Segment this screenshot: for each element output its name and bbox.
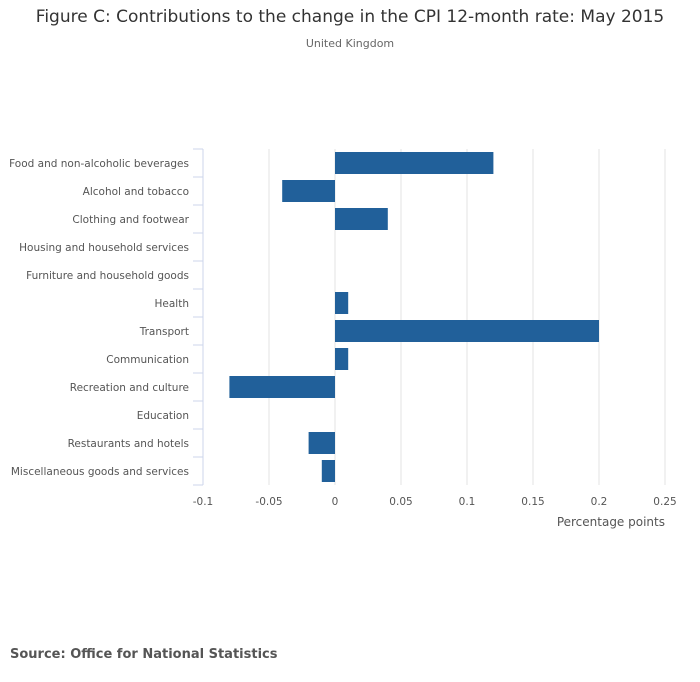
- category-label: Alcohol and tobacco: [83, 186, 189, 198]
- bar: [229, 376, 335, 398]
- chart-subtitle: United Kingdom: [305, 37, 395, 50]
- bar: [335, 152, 494, 174]
- bar: [335, 348, 349, 370]
- bar: [321, 460, 335, 482]
- bar: [282, 180, 335, 202]
- category-label: Food and non-alcoholic beverages: [9, 158, 189, 170]
- category-label: Clothing and footwear: [72, 214, 189, 226]
- source-note: Source: Office for National Statistics: [10, 647, 278, 662]
- bar: [335, 320, 599, 342]
- bar: [335, 292, 349, 314]
- bar: [335, 208, 388, 230]
- category-label: Miscellaneous goods and services: [11, 466, 189, 478]
- category-label: Housing and household services: [19, 242, 189, 254]
- category-label: Communication: [106, 354, 189, 366]
- x-tick-label: 0.05: [389, 496, 412, 508]
- category-label: Health: [155, 298, 189, 310]
- category-label: Transport: [139, 326, 189, 338]
- category-label: Recreation and culture: [70, 382, 189, 394]
- x-tick-label: 0.15: [521, 496, 544, 508]
- x-tick-label: -0.05: [255, 496, 282, 508]
- x-tick-label: 0.25: [653, 496, 676, 508]
- x-tick-label: -0.1: [193, 496, 214, 508]
- x-tick-label: 0.2: [591, 496, 608, 508]
- bar: [308, 432, 335, 454]
- category-label: Furniture and household goods: [26, 270, 189, 282]
- category-label: Education: [137, 410, 189, 422]
- chart-title: Figure C: Contributions to the change in…: [35, 7, 665, 27]
- x-axis-label: Percentage points: [557, 515, 665, 529]
- x-tick-label: 0.1: [459, 496, 476, 508]
- category-label: Restaurants and hotels: [68, 438, 189, 450]
- x-tick-label: 0: [332, 496, 339, 508]
